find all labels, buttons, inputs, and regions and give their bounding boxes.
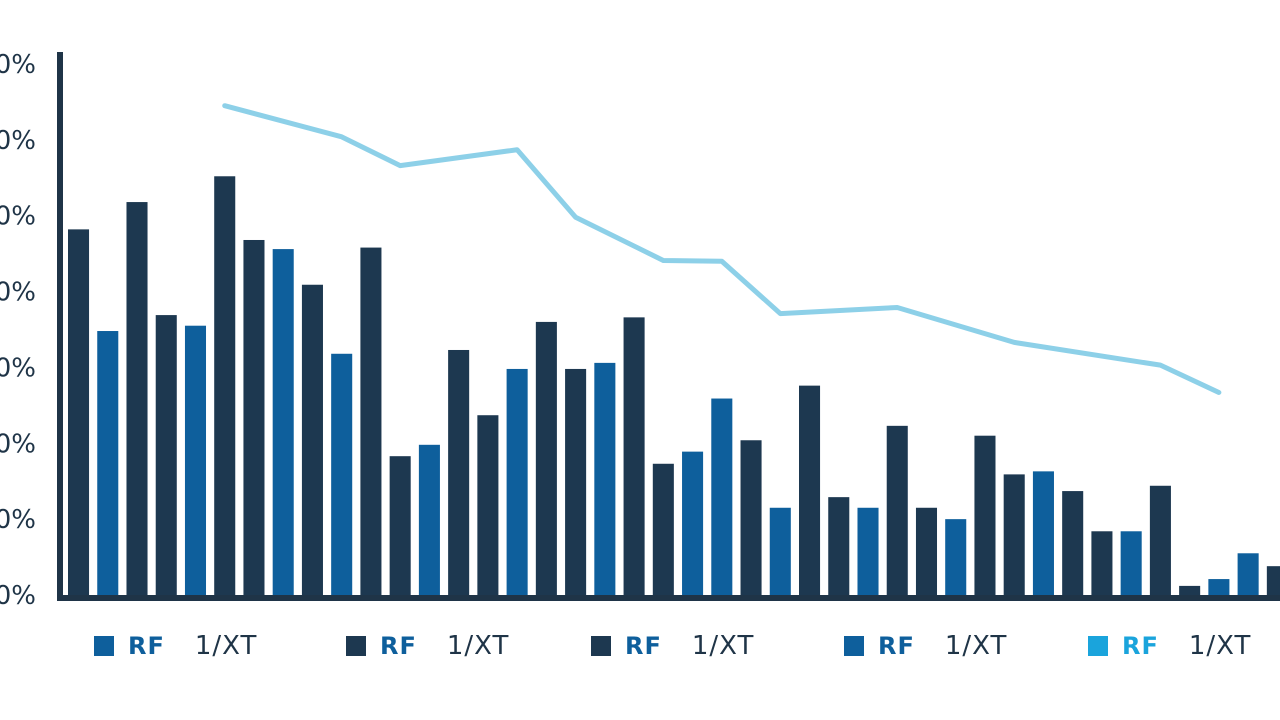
y-tick-label: 0% [0, 505, 36, 535]
bar [184, 325, 207, 595]
bar [477, 415, 499, 595]
legend-item: RF 1/XT [591, 628, 754, 664]
bar [301, 284, 323, 595]
bar [1266, 566, 1280, 595]
y-tick-label: 0% [0, 353, 36, 383]
bar [535, 321, 557, 595]
bar [594, 362, 616, 595]
bar [243, 239, 265, 595]
y-tick-label: 0% [0, 429, 36, 459]
bar [97, 331, 119, 595]
legend-code: RF [625, 632, 662, 660]
legend-item: RF 1/XT [844, 628, 1007, 664]
legend-swatch [844, 636, 864, 656]
bar [1149, 485, 1171, 595]
legend-swatch [94, 636, 114, 656]
y-tick-label: 0% [0, 202, 36, 232]
bar [214, 176, 236, 596]
line-series-path [222, 103, 1222, 395]
bar [915, 507, 938, 595]
legend-code: RF [128, 632, 165, 660]
bar [1062, 491, 1084, 595]
legend-swatch [591, 636, 611, 656]
bar [828, 497, 850, 595]
legend-label: 1/XT [944, 631, 1008, 661]
legend-item: RF 1/XT [94, 628, 257, 664]
bar [652, 463, 674, 595]
legend-label: 1/XT [446, 631, 510, 661]
bar [682, 451, 704, 595]
bar [155, 315, 177, 595]
bar [1237, 553, 1259, 595]
bar [506, 368, 528, 595]
legend-item: RF 1/XT [346, 628, 509, 664]
bar [1179, 585, 1201, 595]
bar [272, 249, 294, 595]
bar [886, 425, 908, 595]
legend-label: 1/XT [1188, 631, 1252, 661]
y-axis-ticks: 0% 0% 0% 0% 0% 0% 0% 0% [0, 50, 36, 611]
legend-code: RF [878, 632, 915, 660]
bar [126, 202, 148, 595]
bar [1032, 471, 1054, 595]
bar [331, 353, 353, 595]
bar [1208, 579, 1230, 595]
y-tick-label: 0% [0, 50, 36, 80]
y-tick-label: 0% [0, 126, 36, 156]
bar [1003, 474, 1025, 595]
line-series [222, 103, 1222, 395]
legend-label: 1/XT [194, 631, 258, 661]
legend-code: RF [1122, 632, 1159, 660]
legend-swatch [1088, 636, 1108, 656]
bar [1091, 531, 1113, 595]
bar [857, 507, 879, 595]
legend-label: 1/XT [691, 631, 755, 661]
bar [799, 385, 821, 595]
bar [740, 440, 762, 595]
bar [974, 435, 996, 595]
y-tick-label: 0% [0, 278, 36, 308]
bar [389, 456, 411, 595]
legend-swatch [346, 636, 366, 656]
bar [945, 519, 967, 595]
bar [418, 444, 440, 595]
bar [623, 317, 645, 595]
y-tick-label: 0% [0, 581, 36, 611]
bar [565, 368, 587, 595]
legend-code: RF [380, 632, 417, 660]
bar [769, 507, 791, 595]
bar [1120, 531, 1142, 595]
legend-item: RF 1/XT [1088, 628, 1251, 664]
bar [360, 247, 382, 595]
bar [448, 349, 470, 595]
bar [68, 229, 90, 595]
legend: RF 1/XT RF 1/XT RF 1/XT RF 1/XT RF 1/XT [0, 628, 1280, 668]
bar [711, 398, 733, 595]
bar-series [68, 176, 1280, 596]
